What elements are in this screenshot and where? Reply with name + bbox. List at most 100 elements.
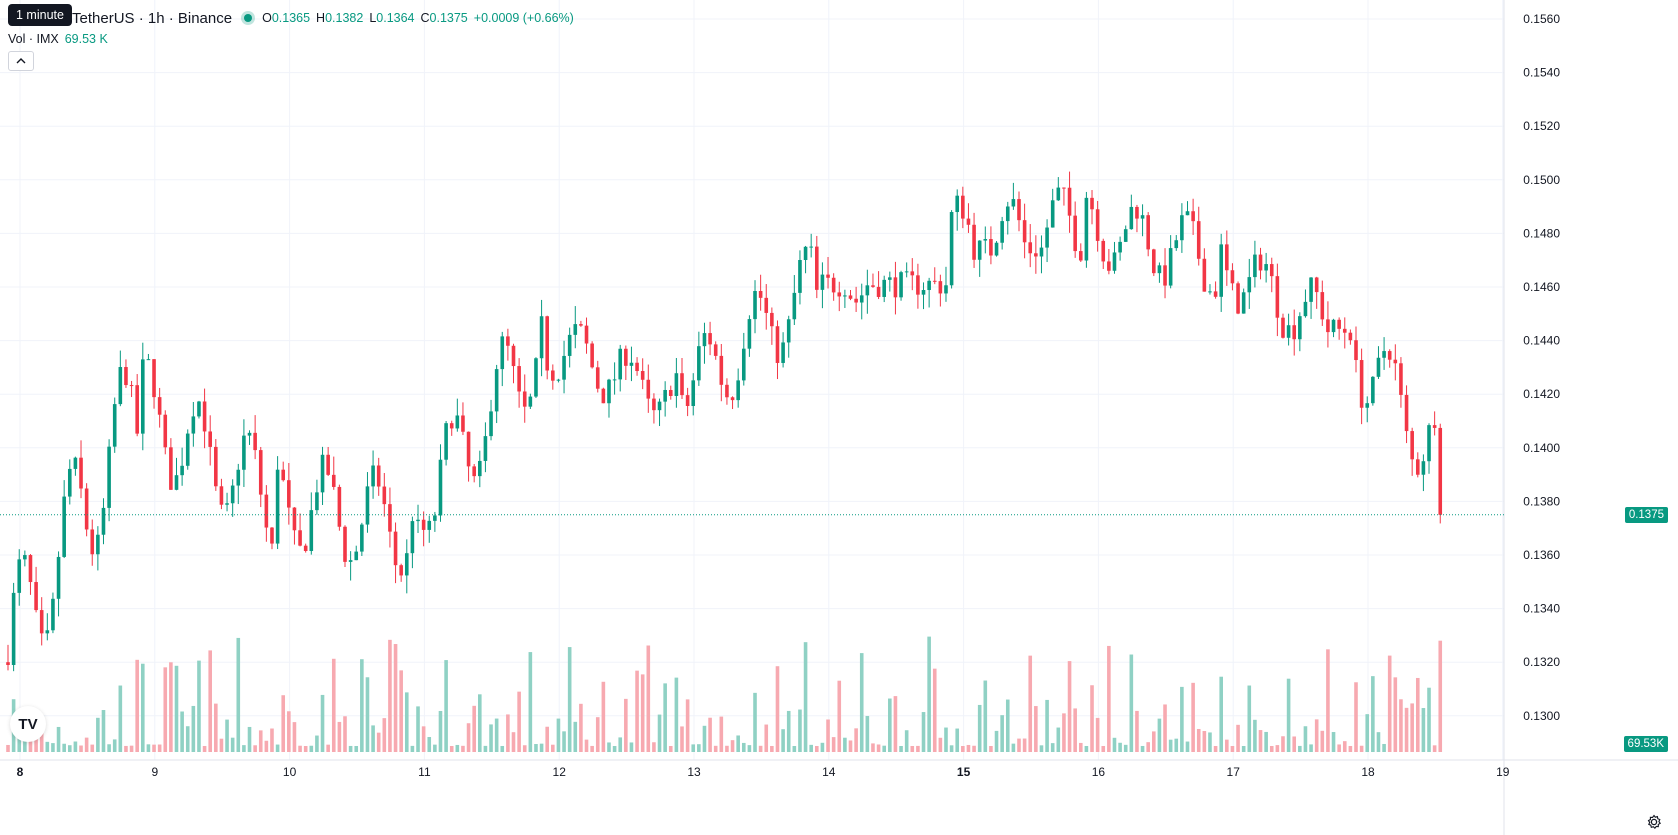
symbol-title[interactable]: TetherUS · 1h · Binance <box>72 9 233 27</box>
candle <box>191 401 196 447</box>
volume-bar <box>545 726 549 752</box>
volume-bar <box>180 711 184 752</box>
candle <box>303 543 308 553</box>
market-status-icon[interactable] <box>244 14 253 22</box>
candle <box>399 563 403 582</box>
collapse-legend-button[interactable] <box>8 51 34 71</box>
volume-bar <box>1359 745 1364 752</box>
volume-bar <box>1337 744 1341 752</box>
candle <box>848 289 853 301</box>
volume-bar <box>253 745 257 752</box>
volume-bar <box>927 636 931 752</box>
volume-bar <box>371 725 375 752</box>
volume-bar <box>1376 732 1381 752</box>
y-tick-label: 0.1320 <box>1523 655 1560 669</box>
volume-bar <box>275 744 280 752</box>
volume-bar <box>652 742 656 752</box>
candle <box>1118 236 1122 261</box>
volume-bar <box>404 692 409 752</box>
volume-bar <box>910 745 915 752</box>
candle <box>932 267 937 285</box>
gear-icon[interactable] <box>1646 814 1662 830</box>
volume-bar <box>562 731 566 752</box>
volume-bar <box>1202 731 1207 752</box>
volume-bar <box>786 710 791 752</box>
volume-bar <box>528 652 533 752</box>
y-tick-label: 0.1560 <box>1523 12 1560 26</box>
candle <box>410 516 415 569</box>
volume-bar <box>500 745 505 752</box>
candle <box>843 289 847 308</box>
chart-legend: TetherUS · 1h · Binance O0.1365 H0.1382 … <box>8 8 574 28</box>
candle <box>1219 233 1223 312</box>
candle <box>427 515 432 543</box>
volume-bar <box>376 732 381 752</box>
candle <box>730 396 735 410</box>
candle <box>1090 190 1094 225</box>
candle <box>1410 427 1414 476</box>
candle <box>809 233 813 258</box>
volume-bar <box>590 745 594 752</box>
volume-bar <box>455 744 460 752</box>
candle <box>674 357 679 408</box>
candle <box>938 274 943 307</box>
time-axis: 8 9 10 11 12 13 14 15 16 17 18 19 <box>17 765 1510 779</box>
candle <box>1427 423 1431 474</box>
chevron-up-icon <box>16 58 26 64</box>
candle <box>28 554 33 595</box>
volume-bar <box>1180 686 1184 752</box>
candle <box>1208 284 1212 295</box>
volume-legend[interactable]: Vol · IMX 69.53 K <box>8 32 108 46</box>
candle <box>949 210 954 289</box>
volume-bar <box>646 645 651 752</box>
volume-bar <box>1084 745 1089 752</box>
candle <box>6 644 10 671</box>
candle <box>584 317 589 354</box>
volume-bar <box>899 745 903 752</box>
candle <box>1078 243 1083 262</box>
x-tick-label: 13 <box>687 765 701 779</box>
volume-bar <box>28 734 33 752</box>
volume-bar <box>1298 745 1302 752</box>
candle <box>1213 281 1218 299</box>
y-tick-label: 0.1540 <box>1523 66 1560 80</box>
volume-bar <box>247 726 252 752</box>
volume-bar <box>292 722 297 752</box>
candle <box>1247 258 1252 309</box>
volume-bar <box>657 714 662 752</box>
volume-bar <box>770 745 774 752</box>
volume-bar <box>876 744 881 752</box>
candle <box>741 332 746 386</box>
volume-bar <box>741 742 746 752</box>
volume-bar <box>685 699 690 752</box>
volume-bar <box>1185 741 1190 752</box>
ohlc-open: O0.1365 <box>262 11 311 25</box>
candle <box>595 360 600 393</box>
candle <box>522 374 527 423</box>
candle <box>635 357 639 376</box>
candle <box>416 504 420 534</box>
candle <box>545 315 549 380</box>
candle <box>152 359 156 409</box>
candle <box>989 226 993 265</box>
volume-bar <box>421 726 426 752</box>
candle <box>775 320 780 380</box>
candle <box>1337 317 1341 340</box>
candle <box>1084 191 1089 268</box>
volume-bar <box>764 724 769 752</box>
volume-bar <box>433 744 437 752</box>
candle <box>551 364 555 390</box>
candle <box>17 549 22 606</box>
volume-bar <box>1213 745 1218 752</box>
volume-bar <box>416 706 420 752</box>
volume-bar <box>303 745 308 752</box>
tradingview-logo-icon[interactable]: TV <box>10 706 46 742</box>
volume-bar <box>1427 687 1431 752</box>
volume-bar <box>1129 654 1134 752</box>
candle <box>371 450 375 499</box>
volume-bar <box>1387 655 1392 752</box>
volume-bar <box>944 727 948 752</box>
volume-bar <box>888 698 892 752</box>
volume-bar <box>775 666 780 752</box>
